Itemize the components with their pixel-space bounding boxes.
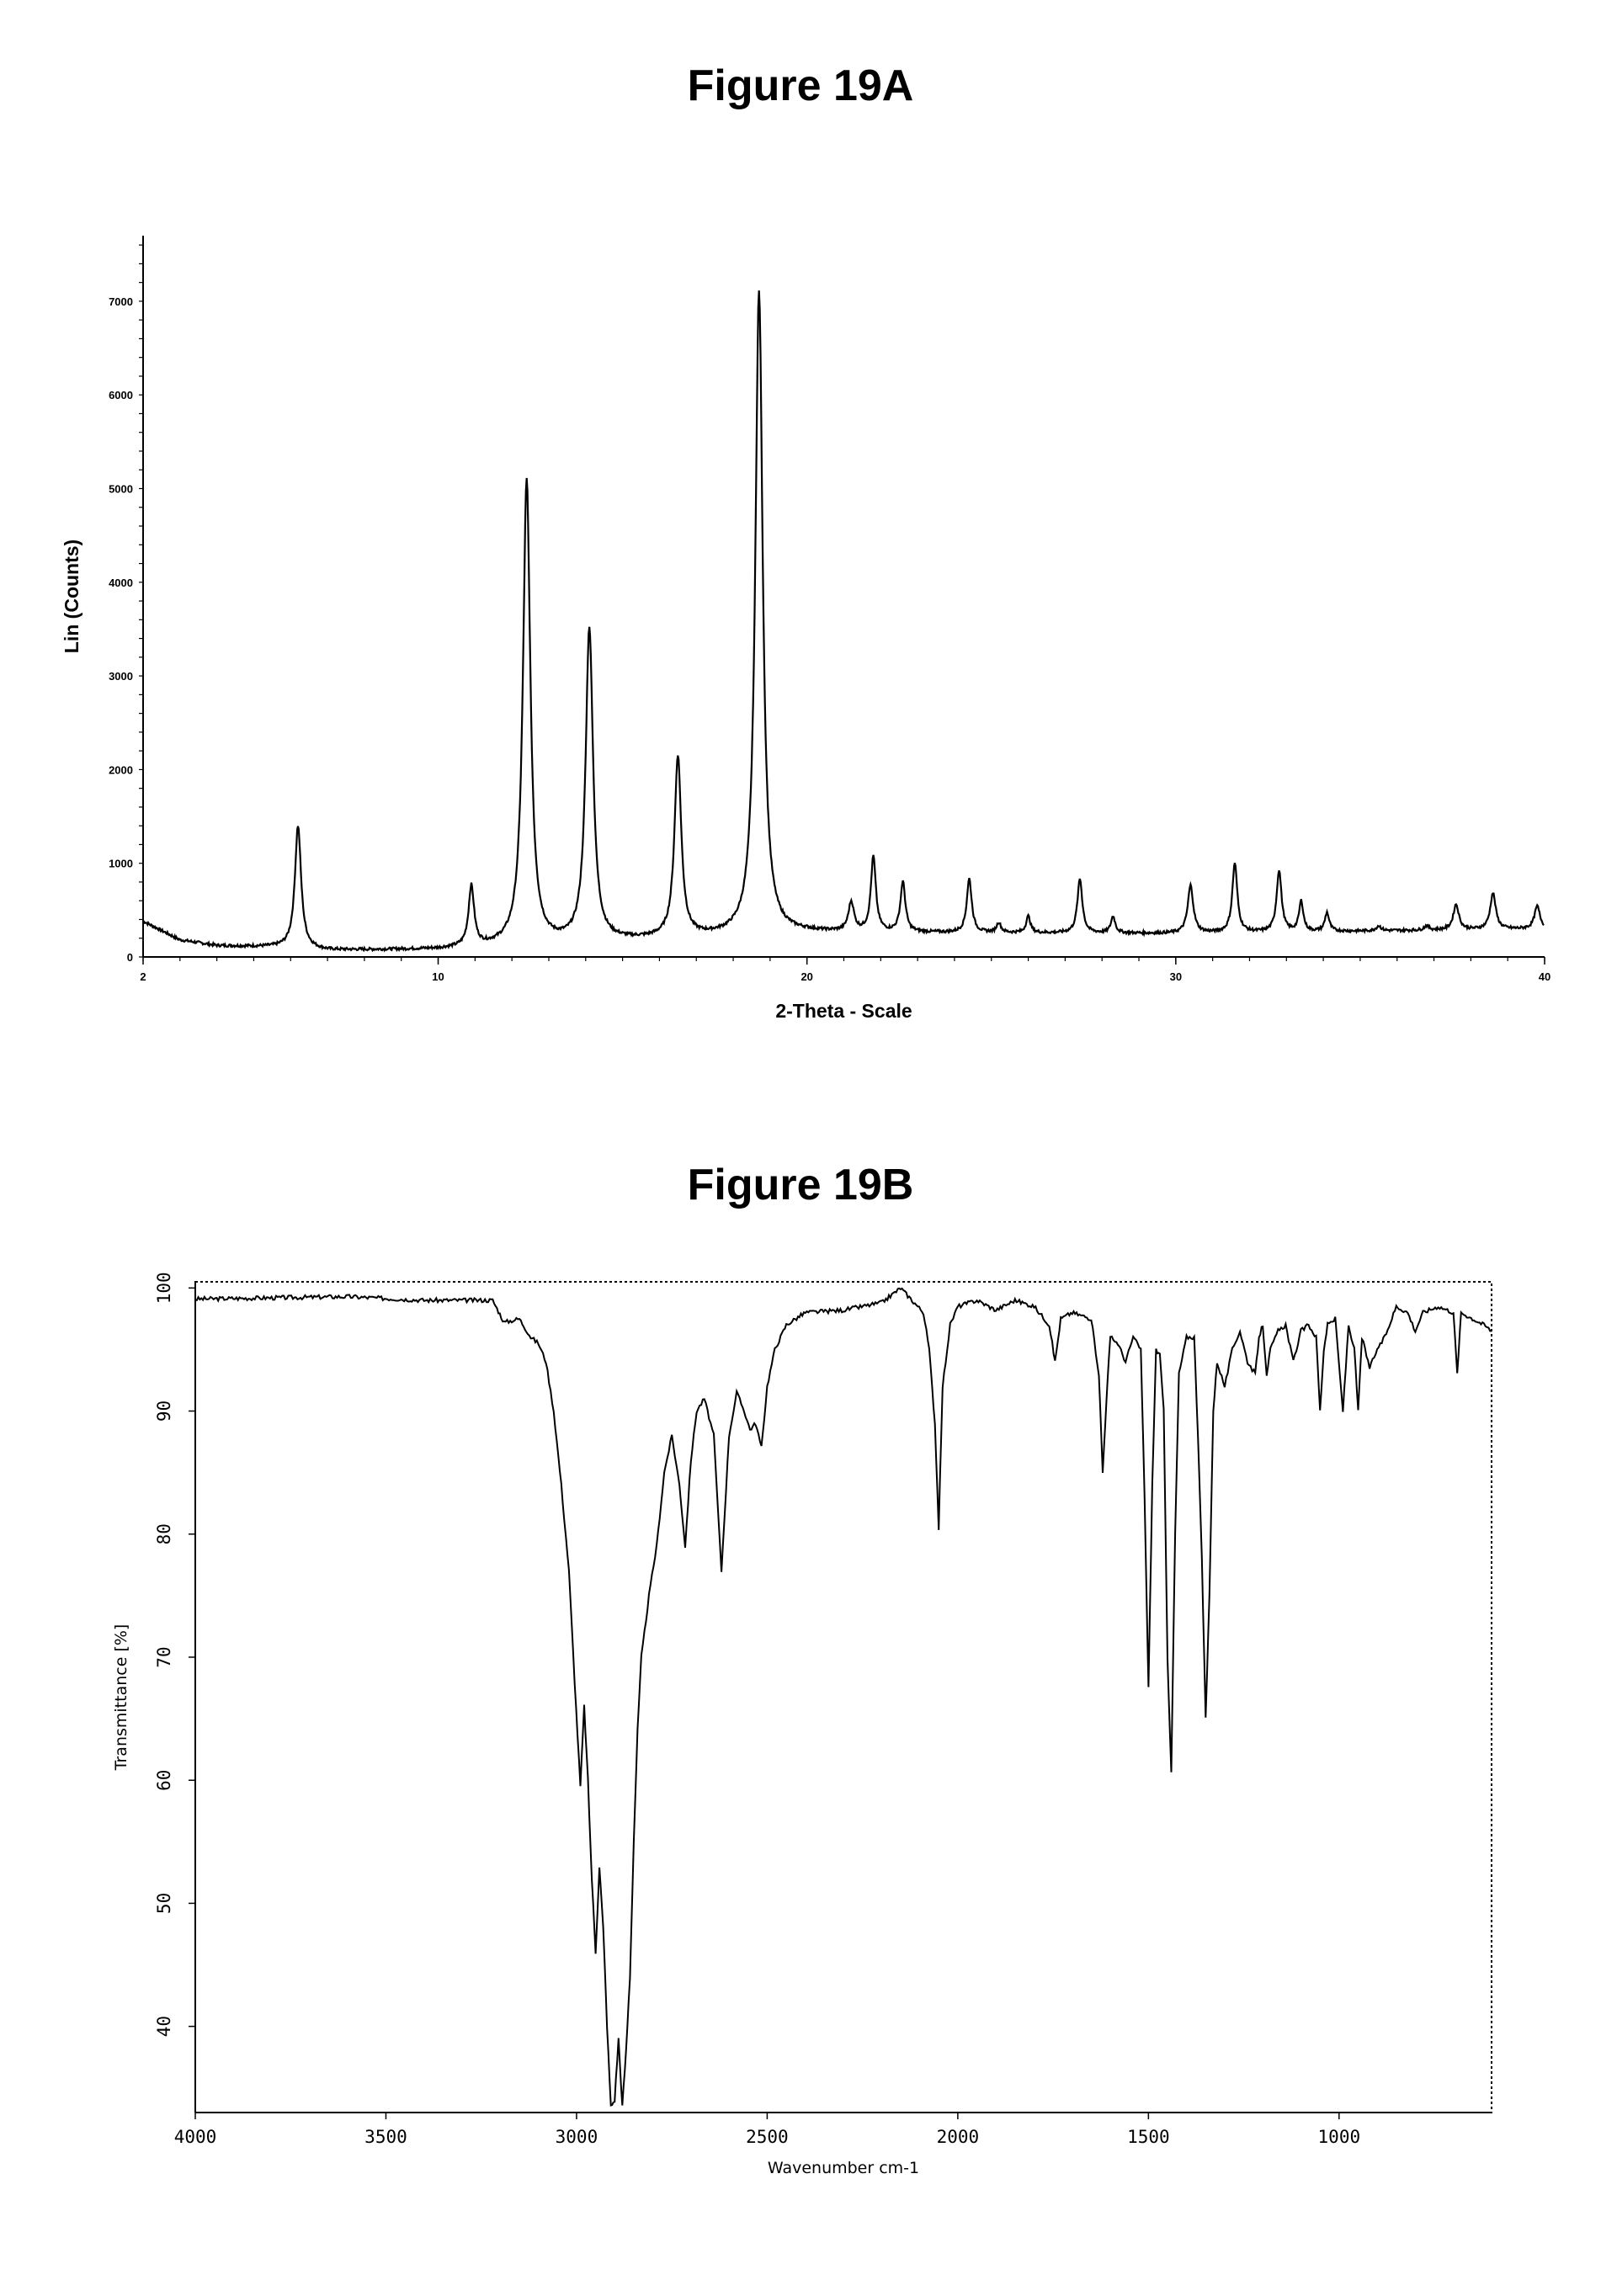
ir-tick-labels: 4000 3500 3000 2500 2000 1500 1000 40 50 60 70 80 90… — [154, 1272, 1360, 2147]
ir-y-tick-label: 80 — [154, 1523, 174, 1544]
ir-y-tick-label: 70 — [154, 1646, 174, 1667]
ir-x-tick-label: 4000 — [174, 2127, 217, 2147]
ir-x-tick-label: 2500 — [746, 2127, 789, 2147]
ir-x-axis-label: Wavenumber cm-1 — [768, 2159, 919, 2177]
ir-x-tick-label: 1000 — [1318, 2127, 1361, 2147]
ir-y-axis-label: Transmittance [%] — [112, 1624, 130, 1772]
ir-y-tick-label: 60 — [154, 1770, 174, 1791]
ir-y-tick-label: 40 — [154, 2016, 174, 2037]
ir-y-tick-label: 100 — [154, 1272, 174, 1304]
ir-y-tick-label: 90 — [154, 1400, 174, 1422]
ir-x-tick-label: 1500 — [1127, 2127, 1170, 2147]
ir-axes — [189, 1282, 1492, 2119]
ir-plot-frame — [195, 1282, 1492, 2113]
ir-x-tick-label: 3000 — [556, 2127, 598, 2147]
ir-x-tick-label: 3500 — [364, 2127, 407, 2147]
ir-spectrum-line — [195, 1289, 1492, 2106]
ir-y-tick-label: 50 — [154, 1893, 174, 1914]
ir-x-tick-label: 2000 — [937, 2127, 980, 2147]
